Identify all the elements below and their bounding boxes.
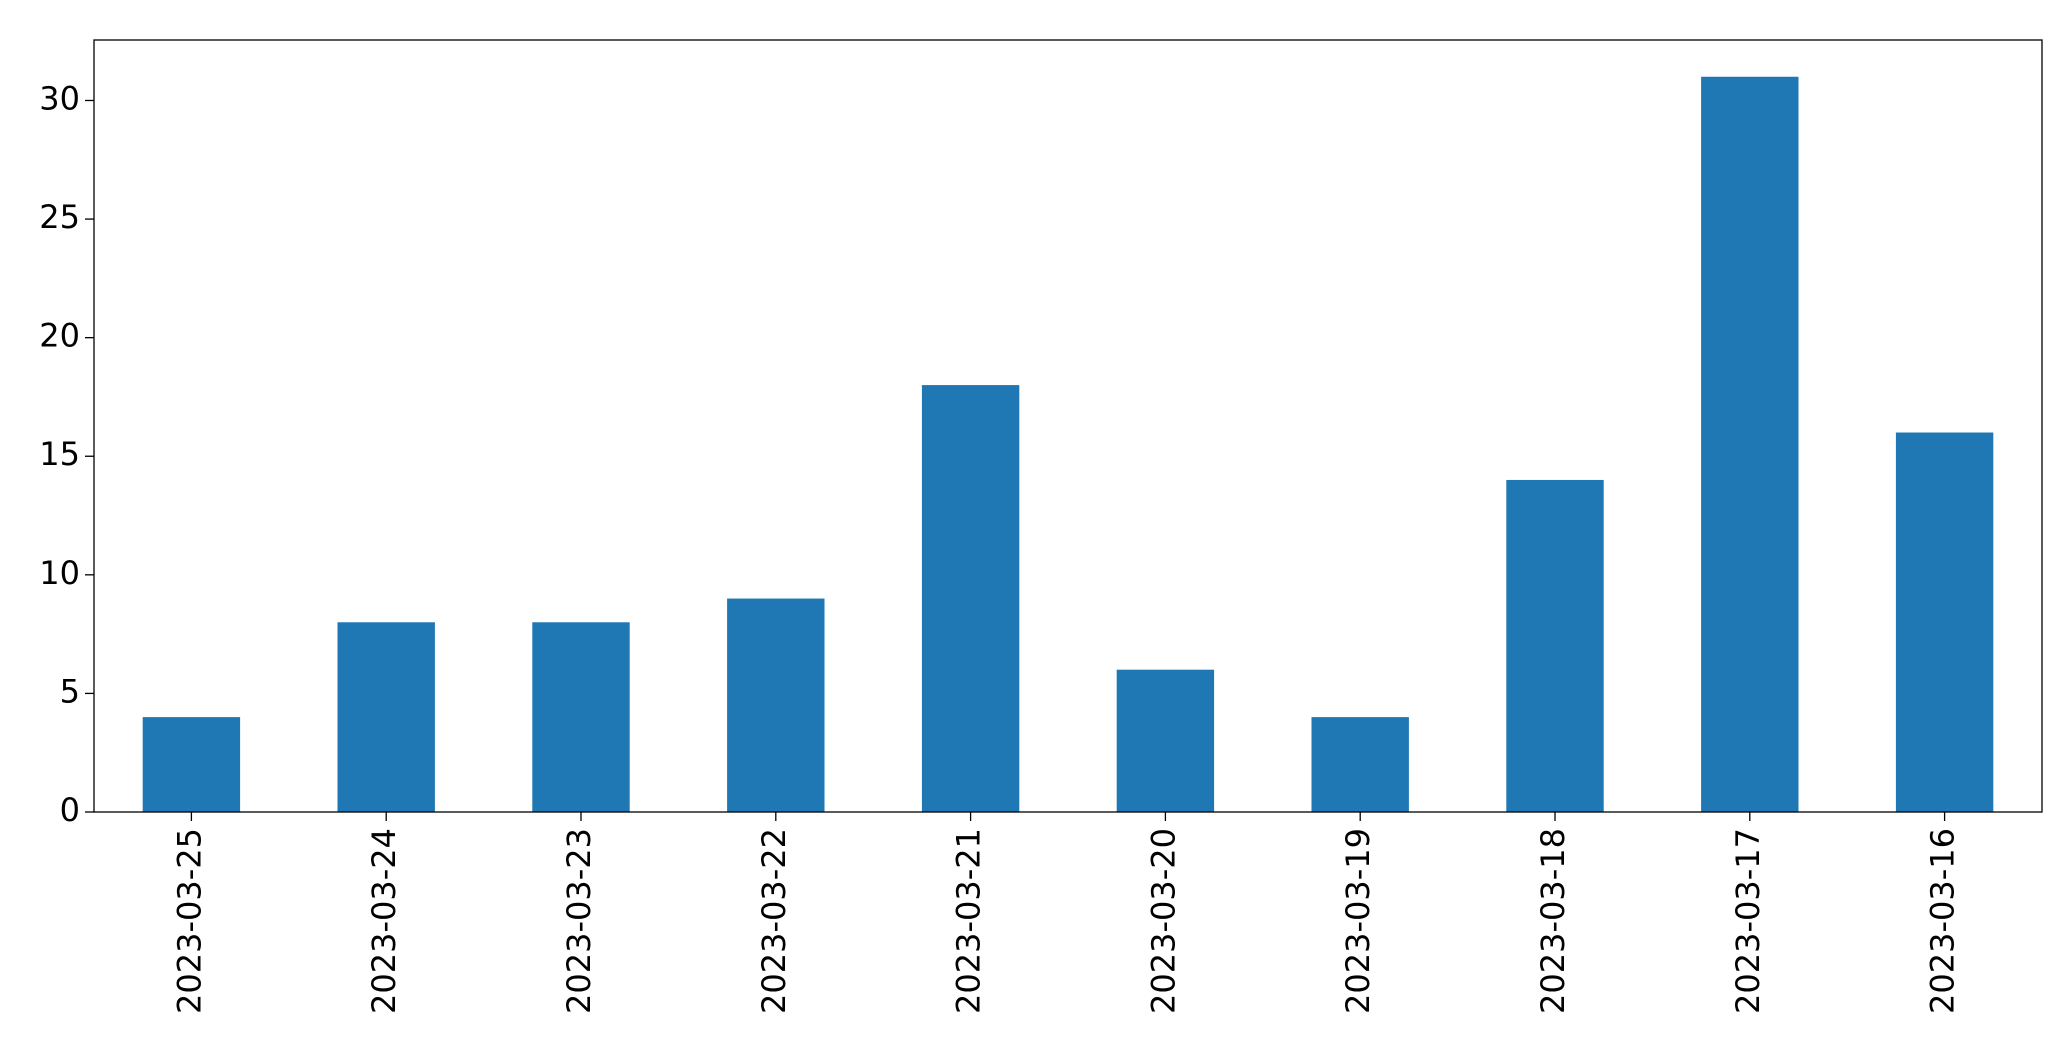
x-tick-label: 2023-03-24 — [365, 828, 403, 1014]
bar — [1506, 479, 1604, 812]
x-tick-label: 2023-03-22 — [755, 828, 793, 1014]
y-tick-label: 10 — [39, 554, 80, 592]
y-tick-label: 0 — [60, 791, 80, 829]
y-tick-label: 5 — [60, 672, 80, 710]
bar — [921, 385, 1020, 812]
y-tick-label: 20 — [39, 317, 80, 355]
x-tick-label: 2023-03-18 — [1534, 828, 1572, 1014]
bar — [1701, 76, 1799, 812]
bar — [727, 598, 825, 812]
bar — [1895, 432, 1994, 812]
x-tick-label: 2023-03-16 — [1924, 828, 1962, 1014]
bar — [1116, 669, 1215, 812]
x-tick-label: 2023-03-23 — [560, 828, 598, 1014]
bar — [142, 717, 241, 812]
x-tick-label: 2023-03-20 — [1144, 828, 1182, 1014]
y-tick-label: 30 — [39, 79, 80, 117]
y-tick-label: 25 — [39, 198, 80, 236]
plot-frame — [93, 39, 2043, 813]
x-tick-label: 2023-03-17 — [1729, 828, 1767, 1014]
x-tick-label: 2023-03-19 — [1339, 828, 1377, 1014]
x-tick-label: 2023-03-25 — [170, 828, 208, 1014]
bar — [532, 622, 630, 812]
y-tick-label: 15 — [39, 435, 80, 473]
x-tick-label: 2023-03-21 — [950, 828, 988, 1014]
bar — [337, 622, 435, 812]
bar — [1311, 717, 1409, 812]
